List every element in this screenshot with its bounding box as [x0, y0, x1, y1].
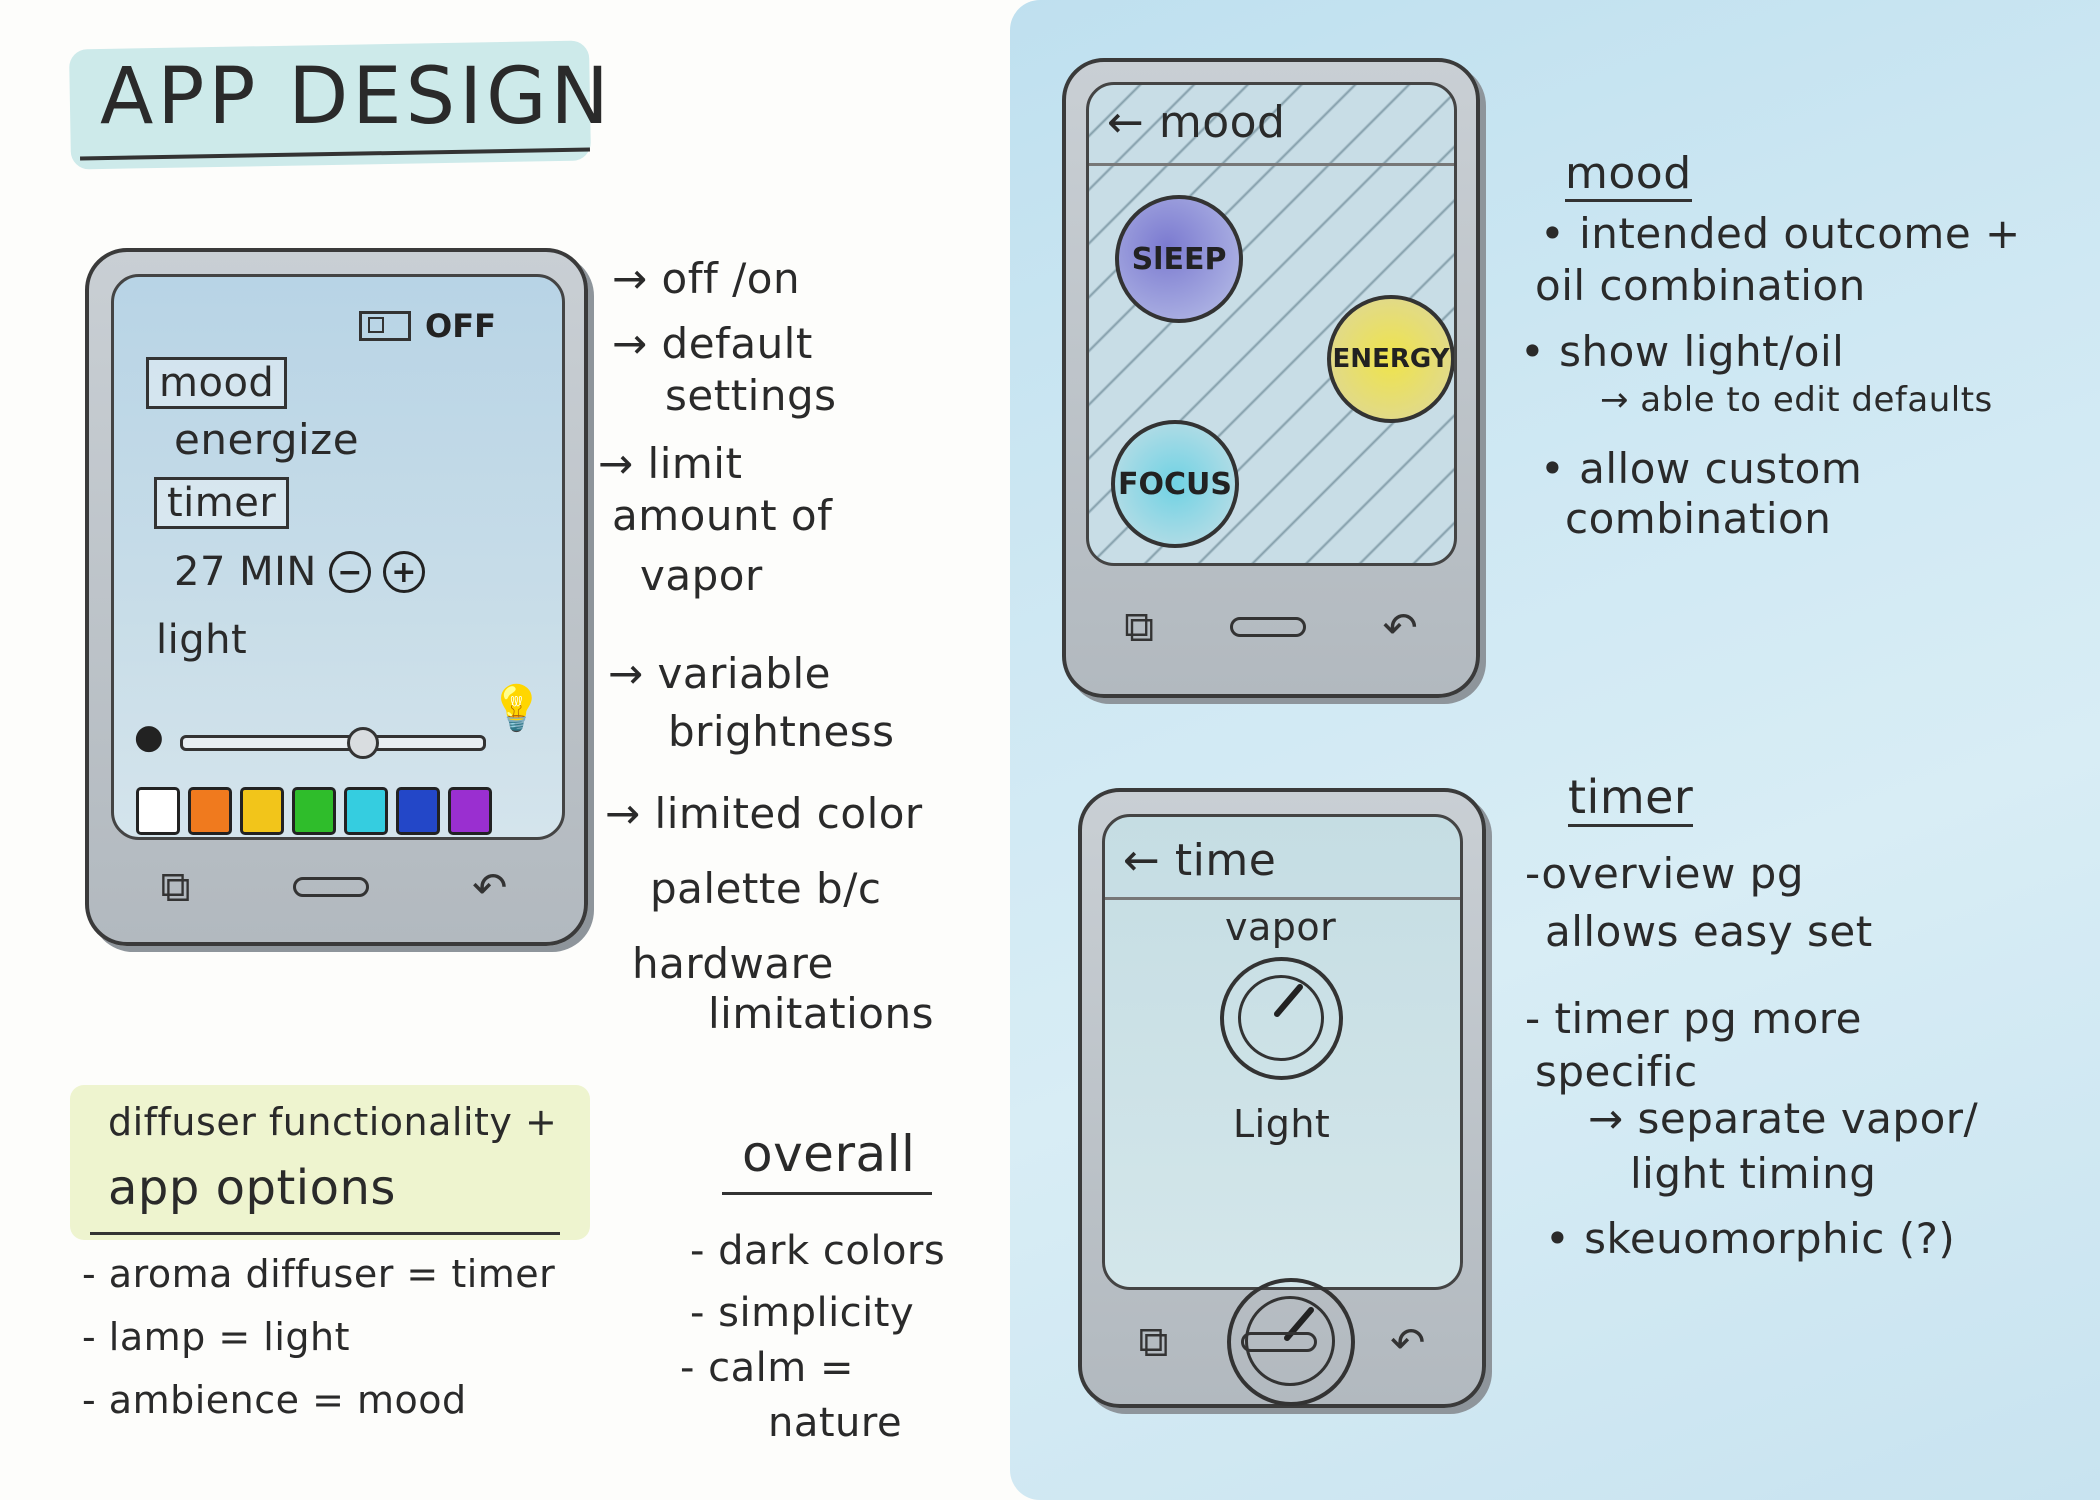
overall-underline — [722, 1192, 932, 1195]
overall-item-4: nature — [768, 1400, 903, 1446]
light-dial-label: Light — [1233, 1102, 1331, 1146]
main-phone-screen: OFF mood energize timer 27 MIN − + light… — [111, 274, 565, 840]
overall-item-2: - simplicity — [690, 1290, 915, 1336]
vapor-dial-needle — [1274, 984, 1303, 1017]
energy-mood-button[interactable]: ENERGY — [1327, 295, 1454, 423]
home-pill-icon[interactable] — [293, 877, 370, 897]
color-swatch-5[interactable] — [344, 787, 388, 835]
color-swatch-6[interactable] — [396, 787, 440, 835]
functionality-highlight — [70, 1085, 590, 1240]
overall-item-1: - dark colors — [690, 1228, 946, 1274]
toggle-switch-icon — [359, 311, 411, 341]
annotation-settings: settings — [665, 371, 837, 420]
timer-note-3: - timer pg more — [1525, 994, 1862, 1043]
overall-heading: overall — [742, 1125, 916, 1183]
color-swatch-4[interactable] — [292, 787, 336, 835]
home-pill-icon[interactable] — [1241, 1332, 1318, 1352]
annotation-default: → default — [612, 319, 813, 368]
annotation-limit: → limit — [598, 439, 743, 488]
annotation-palette: palette b/c — [650, 864, 882, 913]
mood-phone-screen: ← mood SlEEP ENERGY FOCUS — [1086, 82, 1457, 566]
multitask-icon[interactable]: ⧉ — [1124, 602, 1155, 651]
vapor-dial-label: vapor — [1225, 905, 1337, 949]
annotation-vapor: vapor — [640, 551, 763, 600]
back-arrow-icon[interactable]: ↶ — [472, 862, 508, 912]
timer-row: 27 MIN − + — [174, 549, 425, 595]
toggle-state-label: OFF — [425, 307, 496, 345]
vapor-timer-dial[interactable] — [1220, 957, 1343, 1080]
main-phone: OFF mood energize timer 27 MIN − + light… — [85, 248, 588, 946]
mood-note-2: oil combination — [1535, 261, 1866, 310]
annotation-amount: amount of — [612, 491, 833, 540]
multitask-icon[interactable]: ⧉ — [160, 862, 191, 911]
bulb-bright-icon: 💡 — [489, 683, 544, 734]
timer-value: 27 MIN — [174, 549, 317, 595]
functionality-underline — [90, 1232, 560, 1235]
main-phone-navbar: ⧉ ↶ — [109, 852, 559, 922]
power-toggle[interactable]: OFF — [359, 307, 496, 345]
color-swatch-1[interactable] — [136, 787, 180, 835]
mood-label[interactable]: mood — [146, 357, 288, 409]
sleep-mood-button[interactable]: SlEEP — [1115, 195, 1243, 323]
focus-mood-button[interactable]: FOCUS — [1111, 420, 1239, 548]
mood-phone: ← mood SlEEP ENERGY FOCUS ⧉ ↶ — [1062, 58, 1480, 698]
annotation-brightness: brightness — [668, 707, 895, 756]
annotation-hardware: hardware — [632, 939, 834, 988]
home-pill-icon[interactable] — [1230, 617, 1307, 637]
mood-phone-navbar: ⧉ ↶ — [1086, 582, 1456, 672]
color-swatch-3[interactable] — [240, 787, 284, 835]
mood-note-1: • intended outcome + — [1540, 209, 2021, 258]
mood-value: energize — [174, 415, 360, 464]
mood-note-6: combination — [1565, 494, 1832, 543]
annotation-limitations: limitations — [708, 989, 934, 1038]
mood-notes-heading: mood — [1565, 148, 1692, 202]
light-slider-thumb[interactable] — [347, 727, 379, 759]
page-title: APP DESIGN — [100, 52, 613, 142]
functionality-item-2: - lamp = light — [82, 1315, 350, 1359]
back-arrow-icon[interactable]: ↶ — [1390, 1317, 1426, 1367]
timer-note-1: -overview pg — [1525, 849, 1804, 898]
mood-screen-header[interactable]: ← mood — [1107, 97, 1286, 148]
timer-phone-screen: ← time vapor Light — [1102, 814, 1463, 1406]
functionality-item-3: - ambience = mood — [82, 1378, 467, 1422]
timer-note-2: allows easy set — [1545, 907, 1873, 956]
timer-plus-button[interactable]: + — [382, 551, 425, 593]
mood-note-5: • allow custom — [1540, 444, 1863, 493]
functionality-heading-2: app options — [108, 1160, 396, 1216]
mood-header-divider — [1089, 163, 1454, 166]
mood-note-3: • show light/oil — [1520, 327, 1845, 376]
annotation-variable: → variable — [608, 649, 831, 698]
timer-phone: ← time vapor Light ⧉ ↶ — [1078, 788, 1486, 1408]
timer-notes-heading: timer — [1568, 770, 1694, 827]
timer-note-5: → separate vapor/ — [1588, 1094, 1979, 1143]
light-label: light — [156, 617, 248, 663]
back-arrow-icon[interactable]: ↶ — [1382, 602, 1418, 652]
functionality-item-1: - aroma diffuser = timer — [82, 1252, 556, 1296]
light-slider[interactable] — [180, 727, 486, 759]
bulb-dim-icon: ● — [134, 717, 164, 757]
mood-note-4: → able to edit defaults — [1600, 380, 1993, 420]
multitask-icon[interactable]: ⧉ — [1138, 1317, 1169, 1366]
overall-item-3: - calm = — [680, 1345, 854, 1391]
timer-label[interactable]: timer — [154, 477, 290, 529]
annotation-off-on: → off /on — [612, 254, 801, 303]
color-swatch-row — [136, 787, 500, 835]
color-swatch-7[interactable] — [448, 787, 492, 835]
timer-note-4: specific — [1535, 1047, 1698, 1096]
annotation-limited-color: → limited color — [605, 789, 923, 838]
timer-note-6: light timing — [1630, 1149, 1877, 1198]
functionality-heading-1: diffuser functionality + — [108, 1100, 558, 1144]
timer-note-7: • skeuomorphic (?) — [1545, 1214, 1956, 1263]
timer-header-divider — [1105, 897, 1460, 900]
timer-minus-button[interactable]: − — [328, 551, 371, 593]
timer-phone-navbar: ⧉ ↶ — [1102, 1302, 1462, 1382]
color-swatch-2[interactable] — [188, 787, 232, 835]
timer-screen-header[interactable]: ← time — [1123, 835, 1277, 886]
